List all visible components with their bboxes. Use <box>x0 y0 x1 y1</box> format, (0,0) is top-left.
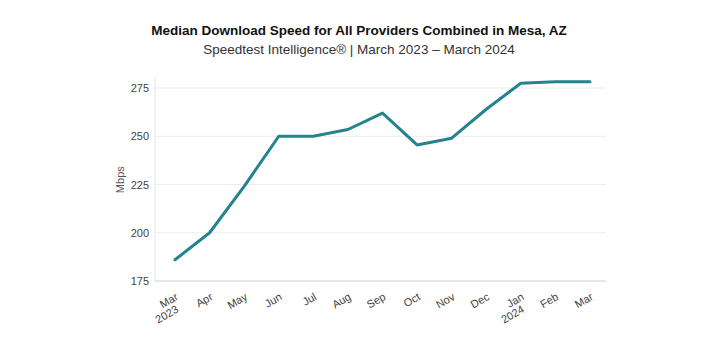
chart-title: Median Download Speed for All Providers … <box>151 23 566 38</box>
x-tick-label: Mar <box>573 290 596 310</box>
x-tick-label: Feb <box>538 290 560 310</box>
grid-line <box>155 232 606 233</box>
grid-line <box>155 88 606 89</box>
grid-line <box>155 281 606 282</box>
y-tick-label: 275 <box>131 82 149 94</box>
x-tick-label: Apr <box>194 290 215 309</box>
y-tick-label: 250 <box>131 130 149 142</box>
plot-area <box>175 82 590 260</box>
y-tick-label: 200 <box>131 227 149 239</box>
x-tick-label: Jun <box>262 290 283 309</box>
x-tick-label: May <box>225 290 249 311</box>
chart-svg: Median Download Speed for All Providers … <box>0 0 718 351</box>
y-tick-label: 175 <box>131 275 149 287</box>
x-tick-label: Sep <box>365 290 388 310</box>
x-tick-label: Jan2024 <box>493 290 531 325</box>
y-axis-label: Mbps <box>114 166 126 193</box>
x-tick-label: Aug <box>330 290 353 310</box>
y-tick-label: 225 <box>131 179 149 191</box>
chart-subtitle: Speedtest Intelligence® | March 2023 – M… <box>203 42 515 57</box>
x-tick-label: Dec <box>468 290 491 310</box>
grid-line <box>155 136 606 137</box>
data-line <box>175 82 590 260</box>
x-tick-label: Mar2023 <box>148 290 186 325</box>
x-tick-label: Oct <box>401 290 422 309</box>
grid-line <box>155 184 606 185</box>
chart-container: Median Download Speed for All Providers … <box>0 0 718 351</box>
x-tick-label: Jul <box>300 290 318 307</box>
y-axis-line <box>155 78 156 281</box>
x-tick-label: Nov <box>434 290 457 310</box>
